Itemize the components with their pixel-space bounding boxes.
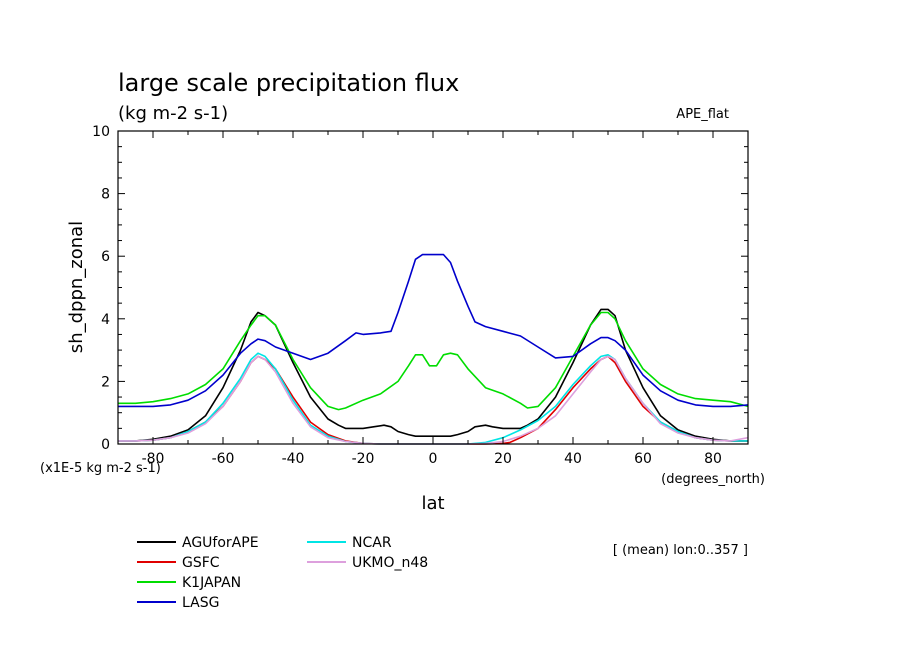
series-group	[118, 253, 749, 445]
y-tick-label: 8	[101, 187, 110, 203]
series-line-4	[118, 352, 748, 445]
experiment-label: APE_flat	[676, 107, 729, 122]
legend-label-0: AGUforAPE	[182, 535, 259, 551]
x-tick-label: -60	[212, 451, 235, 467]
y-axis-label: sh_dppn_zonal	[66, 221, 87, 353]
mean-note: [ (mean) lon:0..357 ]	[613, 543, 748, 558]
plot-frame	[117, 130, 749, 445]
y-tick-label: 10	[92, 124, 110, 140]
x-tick-labels: -80 -60 -40 -20 0 20 40 60 80	[142, 451, 722, 467]
y-tick-labels: 0 2 4 6 8 10	[92, 124, 110, 453]
x-tick-label: 20	[494, 451, 512, 467]
series-line-1	[118, 355, 748, 445]
x-tick-label: -40	[282, 451, 305, 467]
chart-title: large scale precipitation flux	[118, 69, 459, 97]
x-units-label: (degrees_north)	[661, 472, 765, 487]
x-tick-label: 0	[429, 451, 438, 467]
series-line-2	[118, 311, 749, 411]
x-tick-label: -20	[352, 451, 375, 467]
y-scale-note: (x1E-5 kg m-2 s-1)	[40, 461, 161, 476]
x-tick-label: 60	[634, 451, 652, 467]
legend-label-1: GSFC	[182, 555, 220, 571]
ticks-group	[117, 130, 749, 445]
legend-label-2: K1JAPAN	[182, 575, 241, 591]
x-axis-label: lat	[421, 493, 444, 514]
y-tick-label: 0	[101, 437, 110, 453]
x-tick-label: -80	[142, 451, 165, 467]
x-tick-label: 80	[704, 451, 722, 467]
series-line-3	[118, 253, 749, 408]
legend-label-5: UKMO_n48	[352, 555, 428, 571]
y-tick-label: 6	[101, 249, 110, 265]
y-tick-label: 2	[101, 374, 110, 390]
y-tick-label: 4	[101, 312, 110, 328]
legend: AGUforAPE GSFC K1JAPAN LASG NCAR UKMO_n48	[137, 535, 428, 611]
legend-label-3: LASG	[182, 595, 219, 611]
chart-subtitle: (kg m-2 s-1)	[118, 103, 228, 124]
legend-label-4: NCAR	[352, 535, 392, 551]
x-tick-label: 40	[564, 451, 582, 467]
series-line-5	[118, 355, 749, 445]
series-line-0	[118, 308, 748, 442]
